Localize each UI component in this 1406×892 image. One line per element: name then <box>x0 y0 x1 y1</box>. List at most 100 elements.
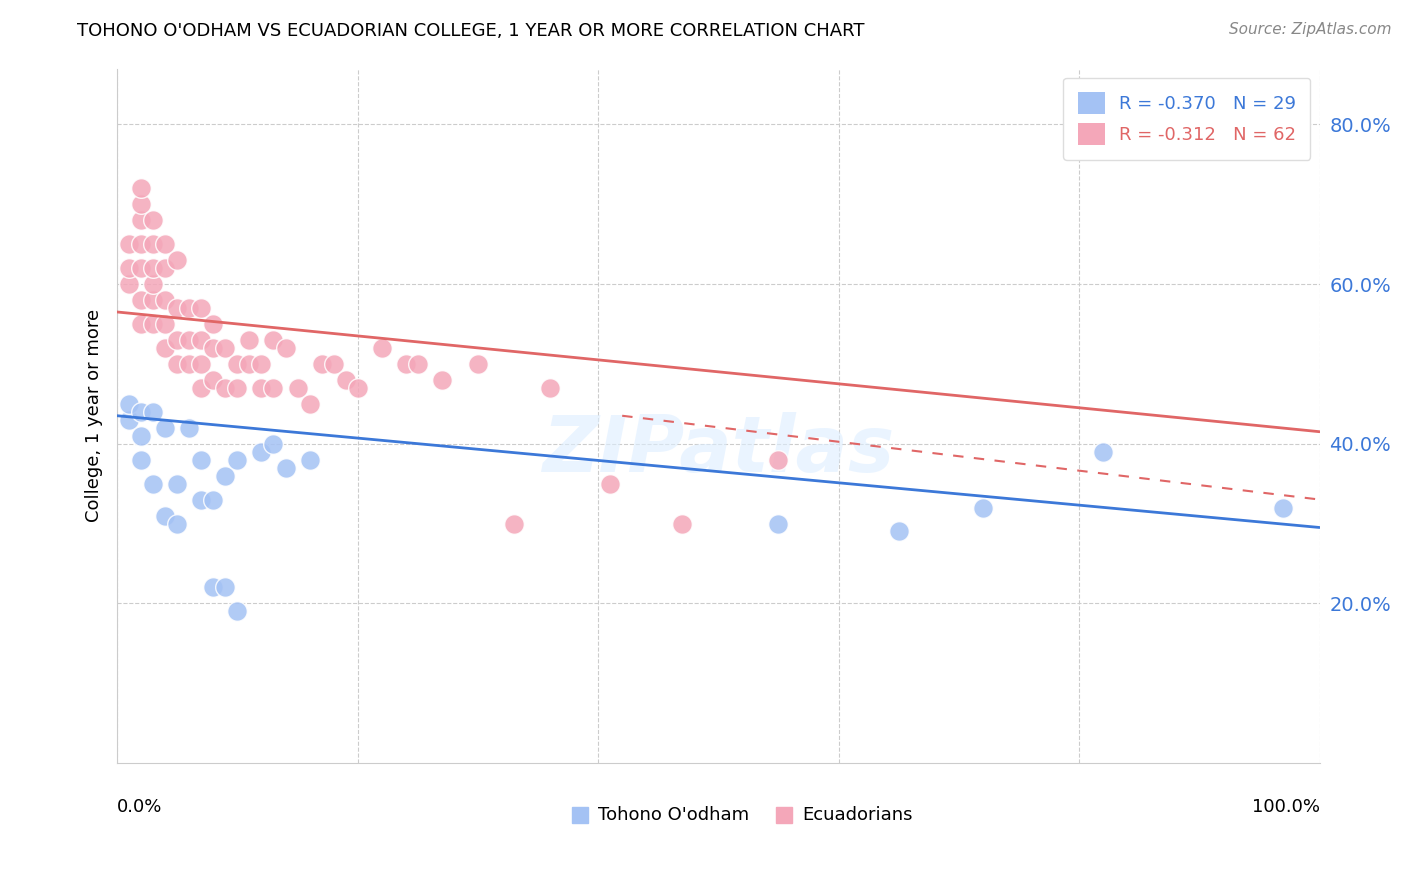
Point <box>335 373 357 387</box>
Point <box>406 357 429 371</box>
Text: 100.0%: 100.0% <box>1251 797 1319 815</box>
Point <box>972 500 994 515</box>
Point <box>118 261 141 276</box>
Text: Source: ZipAtlas.com: Source: ZipAtlas.com <box>1229 22 1392 37</box>
Point <box>129 237 152 252</box>
Point <box>155 317 177 331</box>
Text: TOHONO O'ODHAM VS ECUADORIAN COLLEGE, 1 YEAR OR MORE CORRELATION CHART: TOHONO O'ODHAM VS ECUADORIAN COLLEGE, 1 … <box>77 22 865 40</box>
Point <box>298 397 321 411</box>
Point <box>671 516 693 531</box>
Point <box>263 333 285 347</box>
Point <box>142 317 165 331</box>
Point <box>179 333 201 347</box>
Point <box>202 492 225 507</box>
Point <box>166 301 188 315</box>
Point <box>214 468 236 483</box>
Point <box>118 397 141 411</box>
Text: 0.0%: 0.0% <box>117 797 163 815</box>
Point <box>129 405 152 419</box>
Point <box>155 293 177 307</box>
Point <box>166 357 188 371</box>
Point <box>768 452 790 467</box>
Point <box>142 261 165 276</box>
Point <box>118 413 141 427</box>
Point <box>179 421 201 435</box>
Point <box>250 444 273 458</box>
Point <box>129 452 152 467</box>
Point <box>430 373 453 387</box>
Point <box>202 580 225 594</box>
Point <box>202 317 225 331</box>
Point <box>263 436 285 450</box>
Point <box>250 357 273 371</box>
Point <box>311 357 333 371</box>
Point <box>250 381 273 395</box>
Point <box>142 237 165 252</box>
Point <box>129 261 152 276</box>
Point <box>503 516 526 531</box>
Point <box>190 357 212 371</box>
Point <box>287 381 309 395</box>
Point <box>166 516 188 531</box>
Point <box>226 604 249 618</box>
Legend: R = -0.370   N = 29, R = -0.312   N = 62: R = -0.370 N = 29, R = -0.312 N = 62 <box>1063 78 1310 160</box>
Point <box>887 524 910 539</box>
Point <box>190 381 212 395</box>
Point <box>395 357 418 371</box>
Point <box>346 381 368 395</box>
Point <box>190 452 212 467</box>
Point <box>179 357 201 371</box>
Point <box>155 508 177 523</box>
Point <box>322 357 344 371</box>
Point <box>1272 500 1295 515</box>
Point <box>190 333 212 347</box>
Point <box>155 237 177 252</box>
Point <box>118 277 141 291</box>
Point <box>142 277 165 291</box>
Point <box>298 452 321 467</box>
Point <box>538 381 561 395</box>
Point <box>142 405 165 419</box>
Point <box>166 253 188 268</box>
Point <box>190 301 212 315</box>
Y-axis label: College, 1 year or more: College, 1 year or more <box>86 310 103 523</box>
Point <box>214 381 236 395</box>
Point <box>190 492 212 507</box>
Text: ZIPatlas: ZIPatlas <box>543 412 894 489</box>
Point <box>214 341 236 355</box>
Point <box>129 181 152 195</box>
Point <box>768 516 790 531</box>
Point <box>155 261 177 276</box>
Text: Tohono O'odham: Tohono O'odham <box>598 806 749 824</box>
Point <box>226 381 249 395</box>
Point <box>179 301 201 315</box>
Point <box>129 197 152 211</box>
Point <box>238 333 260 347</box>
Point <box>155 341 177 355</box>
Point <box>142 293 165 307</box>
Point <box>118 237 141 252</box>
Point <box>238 357 260 371</box>
Point <box>214 580 236 594</box>
Point <box>129 293 152 307</box>
Point <box>226 357 249 371</box>
Text: Ecuadorians: Ecuadorians <box>803 806 912 824</box>
Point <box>129 317 152 331</box>
Point <box>129 428 152 442</box>
Point <box>274 460 297 475</box>
Point <box>202 341 225 355</box>
Point <box>202 373 225 387</box>
Point <box>142 213 165 227</box>
Point <box>142 476 165 491</box>
Point <box>129 213 152 227</box>
Point <box>166 476 188 491</box>
Point <box>467 357 489 371</box>
Point <box>370 341 392 355</box>
Point <box>226 452 249 467</box>
Point <box>263 381 285 395</box>
Point <box>274 341 297 355</box>
Point <box>1092 444 1115 458</box>
Point <box>155 421 177 435</box>
Point <box>599 476 621 491</box>
Point <box>166 333 188 347</box>
